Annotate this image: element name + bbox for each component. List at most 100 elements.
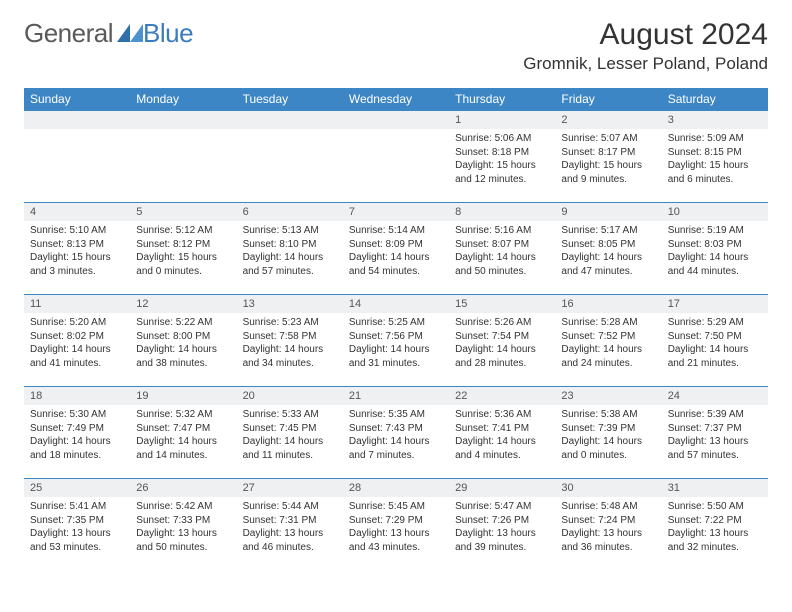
calendar-day-cell: 26Sunrise: 5:42 AMSunset: 7:33 PMDayligh… xyxy=(130,479,236,571)
day-number: 8 xyxy=(449,203,555,221)
calendar-day-cell xyxy=(343,111,449,203)
day-number: 6 xyxy=(237,203,343,221)
day-content: Sunrise: 5:32 AMSunset: 7:47 PMDaylight:… xyxy=(130,405,236,468)
sunrise-text: Sunrise: 5:33 AM xyxy=(243,408,337,422)
day-number: 19 xyxy=(130,387,236,405)
day-content: Sunrise: 5:14 AMSunset: 8:09 PMDaylight:… xyxy=(343,221,449,284)
calendar-day-cell: 10Sunrise: 5:19 AMSunset: 8:03 PMDayligh… xyxy=(662,203,768,295)
weekday-header: Thursday xyxy=(449,88,555,111)
day-content: Sunrise: 5:22 AMSunset: 8:00 PMDaylight:… xyxy=(130,313,236,376)
sunrise-text: Sunrise: 5:47 AM xyxy=(455,500,549,514)
sunset-text: Sunset: 7:45 PM xyxy=(243,422,337,436)
day-content: Sunrise: 5:07 AMSunset: 8:17 PMDaylight:… xyxy=(555,129,661,192)
day-number: 15 xyxy=(449,295,555,313)
daylight-text: Daylight: 14 hours and 18 minutes. xyxy=(30,435,124,462)
calendar-day-cell: 27Sunrise: 5:44 AMSunset: 7:31 PMDayligh… xyxy=(237,479,343,571)
day-number: 14 xyxy=(343,295,449,313)
sunrise-text: Sunrise: 5:20 AM xyxy=(30,316,124,330)
calendar-day-cell xyxy=(24,111,130,203)
sunset-text: Sunset: 7:56 PM xyxy=(349,330,443,344)
day-content: Sunrise: 5:12 AMSunset: 8:12 PMDaylight:… xyxy=(130,221,236,284)
sunset-text: Sunset: 7:43 PM xyxy=(349,422,443,436)
sunrise-text: Sunrise: 5:07 AM xyxy=(561,132,655,146)
day-content: Sunrise: 5:10 AMSunset: 8:13 PMDaylight:… xyxy=(24,221,130,284)
logo: General Blue xyxy=(24,18,193,49)
day-number-empty xyxy=(130,111,236,129)
calendar-day-cell: 16Sunrise: 5:28 AMSunset: 7:52 PMDayligh… xyxy=(555,295,661,387)
sunrise-text: Sunrise: 5:32 AM xyxy=(136,408,230,422)
sunrise-text: Sunrise: 5:50 AM xyxy=(668,500,762,514)
sunrise-text: Sunrise: 5:38 AM xyxy=(561,408,655,422)
sunrise-text: Sunrise: 5:17 AM xyxy=(561,224,655,238)
day-content: Sunrise: 5:19 AMSunset: 8:03 PMDaylight:… xyxy=(662,221,768,284)
daylight-text: Daylight: 14 hours and 47 minutes. xyxy=(561,251,655,278)
sunrise-text: Sunrise: 5:16 AM xyxy=(455,224,549,238)
calendar-day-cell: 2Sunrise: 5:07 AMSunset: 8:17 PMDaylight… xyxy=(555,111,661,203)
sunrise-text: Sunrise: 5:13 AM xyxy=(243,224,337,238)
sunset-text: Sunset: 8:02 PM xyxy=(30,330,124,344)
day-content: Sunrise: 5:28 AMSunset: 7:52 PMDaylight:… xyxy=(555,313,661,376)
daylight-text: Daylight: 14 hours and 21 minutes. xyxy=(668,343,762,370)
calendar-day-cell: 23Sunrise: 5:38 AMSunset: 7:39 PMDayligh… xyxy=(555,387,661,479)
day-number: 13 xyxy=(237,295,343,313)
sunset-text: Sunset: 7:35 PM xyxy=(30,514,124,528)
calendar-day-cell: 6Sunrise: 5:13 AMSunset: 8:10 PMDaylight… xyxy=(237,203,343,295)
daylight-text: Daylight: 14 hours and 0 minutes. xyxy=(561,435,655,462)
daylight-text: Daylight: 15 hours and 3 minutes. xyxy=(30,251,124,278)
sunset-text: Sunset: 8:05 PM xyxy=(561,238,655,252)
weekday-header: Friday xyxy=(555,88,661,111)
weekday-header: Tuesday xyxy=(237,88,343,111)
daylight-text: Daylight: 15 hours and 9 minutes. xyxy=(561,159,655,186)
calendar-day-cell: 18Sunrise: 5:30 AMSunset: 7:49 PMDayligh… xyxy=(24,387,130,479)
calendar-day-cell xyxy=(130,111,236,203)
sunset-text: Sunset: 7:29 PM xyxy=(349,514,443,528)
day-number: 31 xyxy=(662,479,768,497)
daylight-text: Daylight: 13 hours and 39 minutes. xyxy=(455,527,549,554)
sunset-text: Sunset: 7:24 PM xyxy=(561,514,655,528)
daylight-text: Daylight: 14 hours and 7 minutes. xyxy=(349,435,443,462)
daylight-text: Daylight: 14 hours and 57 minutes. xyxy=(243,251,337,278)
daylight-text: Daylight: 14 hours and 4 minutes. xyxy=(455,435,549,462)
calendar-day-cell: 20Sunrise: 5:33 AMSunset: 7:45 PMDayligh… xyxy=(237,387,343,479)
calendar-day-cell xyxy=(237,111,343,203)
sunset-text: Sunset: 8:09 PM xyxy=(349,238,443,252)
sunset-text: Sunset: 8:03 PM xyxy=(668,238,762,252)
sunrise-text: Sunrise: 5:12 AM xyxy=(136,224,230,238)
calendar-day-cell: 13Sunrise: 5:23 AMSunset: 7:58 PMDayligh… xyxy=(237,295,343,387)
sunset-text: Sunset: 7:26 PM xyxy=(455,514,549,528)
daylight-text: Daylight: 14 hours and 41 minutes. xyxy=(30,343,124,370)
sunset-text: Sunset: 8:18 PM xyxy=(455,146,549,160)
calendar-day-cell: 19Sunrise: 5:32 AMSunset: 7:47 PMDayligh… xyxy=(130,387,236,479)
sunset-text: Sunset: 7:22 PM xyxy=(668,514,762,528)
sunrise-text: Sunrise: 5:09 AM xyxy=(668,132,762,146)
calendar-day-cell: 24Sunrise: 5:39 AMSunset: 7:37 PMDayligh… xyxy=(662,387,768,479)
sunset-text: Sunset: 7:37 PM xyxy=(668,422,762,436)
day-content: Sunrise: 5:47 AMSunset: 7:26 PMDaylight:… xyxy=(449,497,555,560)
day-number: 23 xyxy=(555,387,661,405)
day-content: Sunrise: 5:23 AMSunset: 7:58 PMDaylight:… xyxy=(237,313,343,376)
sunset-text: Sunset: 8:12 PM xyxy=(136,238,230,252)
daylight-text: Daylight: 15 hours and 0 minutes. xyxy=(136,251,230,278)
daylight-text: Daylight: 15 hours and 6 minutes. xyxy=(668,159,762,186)
calendar-day-cell: 29Sunrise: 5:47 AMSunset: 7:26 PMDayligh… xyxy=(449,479,555,571)
day-number: 2 xyxy=(555,111,661,129)
day-number: 3 xyxy=(662,111,768,129)
sunrise-text: Sunrise: 5:45 AM xyxy=(349,500,443,514)
day-content: Sunrise: 5:20 AMSunset: 8:02 PMDaylight:… xyxy=(24,313,130,376)
day-content: Sunrise: 5:42 AMSunset: 7:33 PMDaylight:… xyxy=(130,497,236,560)
day-number: 10 xyxy=(662,203,768,221)
calendar-week-row: 25Sunrise: 5:41 AMSunset: 7:35 PMDayligh… xyxy=(24,479,768,571)
daylight-text: Daylight: 14 hours and 11 minutes. xyxy=(243,435,337,462)
daylight-text: Daylight: 13 hours and 43 minutes. xyxy=(349,527,443,554)
day-number: 11 xyxy=(24,295,130,313)
day-content: Sunrise: 5:45 AMSunset: 7:29 PMDaylight:… xyxy=(343,497,449,560)
calendar-week-row: 1Sunrise: 5:06 AMSunset: 8:18 PMDaylight… xyxy=(24,111,768,203)
day-number: 29 xyxy=(449,479,555,497)
calendar-day-cell: 8Sunrise: 5:16 AMSunset: 8:07 PMDaylight… xyxy=(449,203,555,295)
day-number: 12 xyxy=(130,295,236,313)
day-number: 21 xyxy=(343,387,449,405)
sunrise-text: Sunrise: 5:19 AM xyxy=(668,224,762,238)
day-content: Sunrise: 5:30 AMSunset: 7:49 PMDaylight:… xyxy=(24,405,130,468)
sunset-text: Sunset: 7:47 PM xyxy=(136,422,230,436)
sunrise-text: Sunrise: 5:22 AM xyxy=(136,316,230,330)
